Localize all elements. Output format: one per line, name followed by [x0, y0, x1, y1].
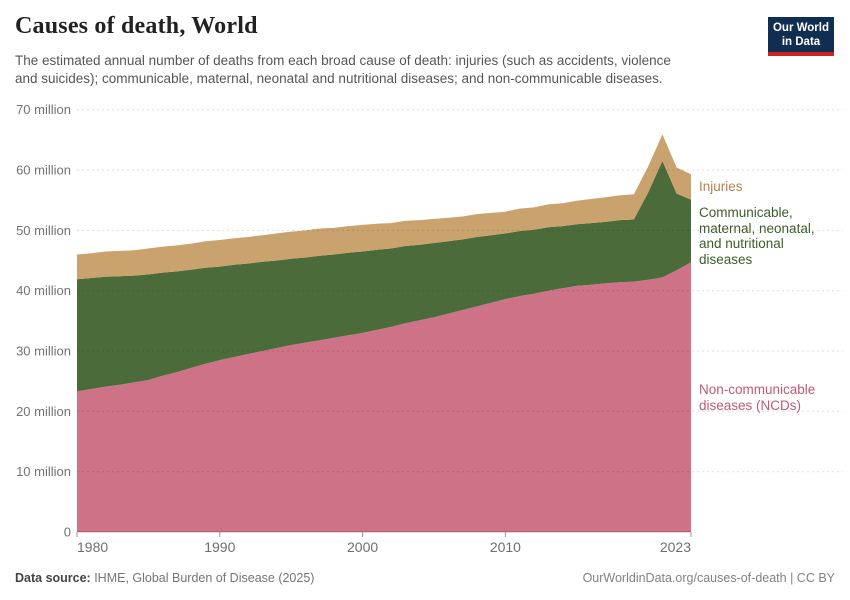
chart-subtitle-line2: and suicides); communicable, maternal, n…: [15, 71, 663, 86]
owid-logo-line1: Our World: [772, 22, 829, 34]
x-axis-label: 1980: [77, 539, 108, 555]
series-label-ncd-line1: Non-communicable: [699, 382, 816, 397]
x-axis-label: 2000: [347, 539, 378, 555]
series-label-communicable-line3: and nutritional: [699, 236, 784, 251]
area-series[interactable]: [77, 262, 691, 532]
data-source-note: Data source: IHME, Global Burden of Dise…: [15, 571, 314, 585]
series-label-injuries: Injuries: [699, 179, 743, 194]
y-axis-label: 50 million: [16, 223, 71, 238]
series-label-communicable: Communicable, maternal, neonatal, and nu…: [699, 205, 815, 267]
area-series[interactable]: [77, 134, 691, 280]
series-label-communicable-line1: Communicable,: [699, 205, 793, 220]
chart-subtitle-line1: The estimated annual number of deaths fr…: [15, 53, 671, 68]
y-axis-label: 60 million: [16, 163, 71, 178]
x-axis-label: 2023: [660, 539, 691, 555]
y-axis-label: 0: [64, 525, 71, 540]
y-axis-label: 10 million: [16, 464, 71, 479]
area-series[interactable]: [77, 161, 691, 392]
series-label-ncd-line2: diseases (NCDs): [699, 397, 802, 413]
series-label-communicable-line4: diseases: [699, 251, 753, 267]
y-axis-label: 20 million: [16, 404, 71, 419]
attribution-link[interactable]: OurWorldinData.org/causes-of-death | CC …: [582, 571, 835, 585]
x-axis-label: 1990: [204, 539, 235, 555]
y-axis-label: 70 million: [16, 102, 71, 117]
owid-logo: Our World in Data: [768, 17, 834, 56]
series-label-communicable-line2: maternal, neonatal,: [699, 220, 815, 236]
owid-logo-line2: in Data: [781, 36, 821, 48]
page-title: Causes of death, World: [15, 13, 258, 39]
series-label-ncd: Non-communicable diseases (NCDs): [699, 382, 815, 413]
y-axis-label: 40 million: [16, 283, 71, 298]
data-source-label: Data source:: [15, 571, 91, 585]
y-axis-label: 30 million: [16, 344, 71, 359]
data-source-value: IHME, Global Burden of Disease (2025): [90, 571, 315, 585]
x-axis-label: 2010: [490, 539, 521, 555]
